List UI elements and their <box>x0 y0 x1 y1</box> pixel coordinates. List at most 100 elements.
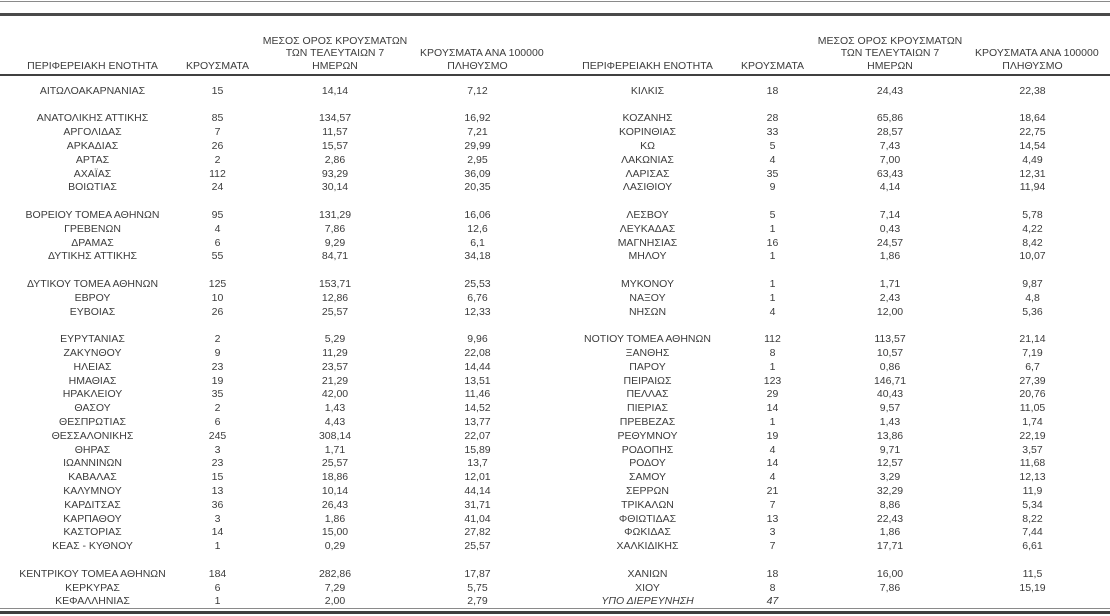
cell-per100k: 17,87 <box>464 567 491 580</box>
cell-per100k: 11,5 <box>1022 567 1043 580</box>
table-row: ΞΑΝΘΗΣ 8 10,57 7,19 <box>555 346 1110 360</box>
table-row: ΓΡΕΒΕΝΩΝ 4 7,86 12,6 <box>0 222 555 236</box>
cell-cases: 5 <box>769 209 776 222</box>
cell-per100k: 5,34 <box>1022 498 1043 511</box>
cell-cases: 23 <box>211 457 224 470</box>
table-row: ΝΗΣΩΝ 4 12,00 5,36 <box>555 305 1110 319</box>
table-row: ΔΥΤΙΚΟΥ ΤΟΜΕΑ ΑΘΗΝΩΝ 125 153,71 25,53 <box>0 277 555 291</box>
cell-cases: 19 <box>766 429 779 442</box>
cell-region: ΚΕΦΑΛΛΗΝΙΑΣ <box>55 595 130 608</box>
table-row: ΚΙΛΚΙΣ 18 24,43 22,38 <box>555 84 1110 98</box>
col-header-avg7-line1: ΜΕΣΟΣ ΟΡΟΣ ΚΡΟΥΣΜΑΤΩΝ <box>817 34 963 47</box>
cell-cases: 2 <box>214 402 221 415</box>
table-row: ΛΕΣΒΟΥ 5 7,14 5,78 <box>555 208 1110 222</box>
cell-region: ΚΕΑΣ - ΚΥΘΝΟΥ <box>52 540 133 553</box>
table-row: ΠΡΕΒΕΖΑΣ 1 1,43 1,74 <box>555 415 1110 429</box>
table-row: ΕΥΒΟΙΑΣ 26 25,57 12,33 <box>0 305 555 319</box>
cell-per100k: 22,07 <box>464 429 491 442</box>
col-header-per100k-line2: ΠΛΗΘΥΣΜΟ <box>1002 59 1063 72</box>
cell-region: ΗΡΑΚΛΕΙΟΥ <box>62 388 123 401</box>
cell-avg7: 3,29 <box>879 471 901 484</box>
cell-avg7: 146,71 <box>873 374 907 387</box>
cell-cases: 4 <box>214 222 221 235</box>
table-row: ΠΙΕΡΙΑΣ 14 9,57 11,05 <box>555 401 1110 415</box>
cell-avg7: 1,71 <box>324 443 346 456</box>
col-header-per100k: ΚΡΟΥΣΜΑΤΑ ΑΝΑ 100000 ΠΛΗΘΥΣΜΟ <box>420 47 544 72</box>
table-row: ΑΡΚΑΔΙΑΣ 26 15,57 29,99 <box>0 139 555 153</box>
spacer-row <box>0 319 555 333</box>
cell-cases: 85 <box>211 112 224 125</box>
table-row: ΚΑΒΑΛΑΣ 15 18,86 12,01 <box>0 470 555 484</box>
cell-per100k: 13,77 <box>464 416 491 429</box>
cell-region: ΑΡΤΑΣ <box>75 153 110 166</box>
col-header-per100k: ΚΡΟΥΣΜΑΤΑ ΑΝΑ 100000 ΠΛΗΘΥΣΜΟ <box>975 47 1099 72</box>
cell-cases: 4 <box>769 443 776 456</box>
cell-region: ΡΟΔΟΥ <box>629 457 666 470</box>
cell-region: ΧΑΝΙΩΝ <box>627 567 668 580</box>
table-row: ΚΕΡΚΥΡΑΣ 6 7,29 5,75 <box>0 581 555 595</box>
cell-cases: 7 <box>769 498 776 511</box>
bottom-thin-rule <box>0 608 1110 609</box>
table-header-row: ΠΕΡΙΦΕΡΕΙΑΚΗ ΕΝΟΤΗΤΑ ΚΡΟΥΣΜΑΤΑ ΜΕΣΟΣ ΟΡΟ… <box>555 24 1110 75</box>
cell-avg7: 1,71 <box>879 278 901 291</box>
cell-region: ΚΟΡΙΝΘΙΑΣ <box>619 126 676 139</box>
table-row: ΕΥΡΥΤΑΝΙΑΣ 2 5,29 9,96 <box>0 332 555 346</box>
cell-avg7: 1,86 <box>324 512 346 525</box>
table-row: ΚΑΛΥΜΝΟΥ 13 10,14 44,14 <box>0 484 555 498</box>
table-row: ΚΩ 5 7,43 14,54 <box>555 139 1110 153</box>
table-row: ΒΟΙΩΤΙΑΣ 24 30,14 20,35 <box>0 181 555 195</box>
spacer-row <box>0 98 555 112</box>
cell-per100k: 44,14 <box>464 485 491 497</box>
table-row: ΜΑΓΝΗΣΙΑΣ 16 24,57 8,42 <box>555 236 1110 250</box>
cell-region: ΦΩΚΙΔΑΣ <box>624 526 671 539</box>
cell-avg7: 1,86 <box>879 250 901 263</box>
table-row: ΡΕΘΥΜΝΟΥ 19 13,86 22,19 <box>555 429 1110 443</box>
spacer-row <box>555 194 1110 208</box>
cell-avg7: 9,29 <box>324 236 346 249</box>
cell-region: ΔΥΤΙΚΟΥ ΤΟΜΕΑ ΑΘΗΝΩΝ <box>26 278 159 291</box>
cell-per100k: 11,94 <box>1019 181 1046 194</box>
cell-avg7: 4,14 <box>879 181 901 194</box>
table-row: ΚΕΦΑΛΛΗΝΙΑΣ 1 2,00 2,79 <box>0 594 555 608</box>
cell-avg7: 7,86 <box>879 581 901 594</box>
cell-avg7: 12,00 <box>876 305 904 318</box>
cell-cases: 7 <box>769 540 776 553</box>
top-thick-rule <box>0 13 1110 16</box>
cell-region: ΧΙΟΥ <box>635 581 660 594</box>
cell-per100k: 11,9 <box>1022 485 1043 497</box>
cell-avg7: 1,86 <box>879 526 901 539</box>
col-header-avg7-line3: ΗΜΕΡΩΝ <box>867 59 913 72</box>
cell-per100k: 10,07 <box>1019 250 1046 263</box>
cell-cases: 6 <box>214 581 221 594</box>
cell-per100k: 6,7 <box>1025 360 1040 373</box>
cell-per100k: 4,8 <box>1025 291 1040 304</box>
cell-region: ΛΕΥΚΑΔΑΣ <box>619 222 676 235</box>
cell-region: ΠΕΛΛΑΣ <box>626 388 669 401</box>
col-header-per100k-line1: ΚΡΟΥΣΜΑΤΑ ΑΝΑ 100000 <box>420 47 544 59</box>
cell-cases: 13 <box>211 485 224 497</box>
cell-cases: 5 <box>769 140 776 153</box>
table-row: ΤΡΙΚΑΛΩΝ 7 8,86 5,34 <box>555 498 1110 512</box>
cell-region: ΡΟΔΟΠΗΣ <box>621 443 674 456</box>
cell-region: ΚΑΡΠΑΘΟΥ <box>63 512 122 525</box>
cell-region: ΚΟΖΑΝΗΣ <box>622 112 673 125</box>
cell-per100k: 21,14 <box>1019 333 1046 346</box>
cell-cases: 35 <box>211 388 224 401</box>
cell-cases: 184 <box>208 567 227 580</box>
table-row: ΛΑΣΙΘΙΟΥ 9 4,14 11,94 <box>555 181 1110 195</box>
cell-per100k: 29,99 <box>464 140 491 153</box>
cell-region: ΛΑΣΙΘΙΟΥ <box>622 181 673 194</box>
table-row: ΗΜΑΘΙΑΣ 19 21,29 13,51 <box>0 374 555 388</box>
cell-region: ΠΑΡΟΥ <box>629 360 666 373</box>
cell-avg7: 84,71 <box>321 250 349 263</box>
cell-region: ΜΗΛΟΥ <box>628 250 667 263</box>
table-row: ΚΟΡΙΝΘΙΑΣ 33 28,57 22,75 <box>555 125 1110 139</box>
col-header-cases: ΚΡΟΥΣΜΑΤΑ <box>186 59 249 72</box>
cell-per100k: 25,53 <box>464 278 491 291</box>
col-header-avg7-line1: ΜΕΣΟΣ ΟΡΟΣ ΚΡΟΥΣΜΑΤΩΝ <box>262 34 408 47</box>
cell-avg7: 0,86 <box>879 360 901 373</box>
cell-avg7: 15,57 <box>321 140 349 153</box>
cases-table: ΠΕΡΙΦΕΡΕΙΑΚΗ ΕΝΟΤΗΤΑ ΚΡΟΥΣΜΑΤΑ ΜΕΣΟΣ ΟΡΟ… <box>0 24 1110 608</box>
cell-per100k: 6,76 <box>467 291 488 304</box>
